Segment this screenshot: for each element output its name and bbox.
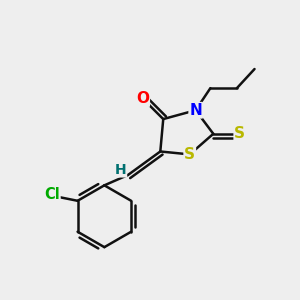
Text: S: S bbox=[184, 147, 195, 162]
Text: N: N bbox=[189, 103, 202, 118]
Text: S: S bbox=[234, 126, 245, 141]
Text: H: H bbox=[115, 163, 126, 177]
Text: Cl: Cl bbox=[44, 188, 60, 202]
Text: O: O bbox=[136, 91, 149, 106]
